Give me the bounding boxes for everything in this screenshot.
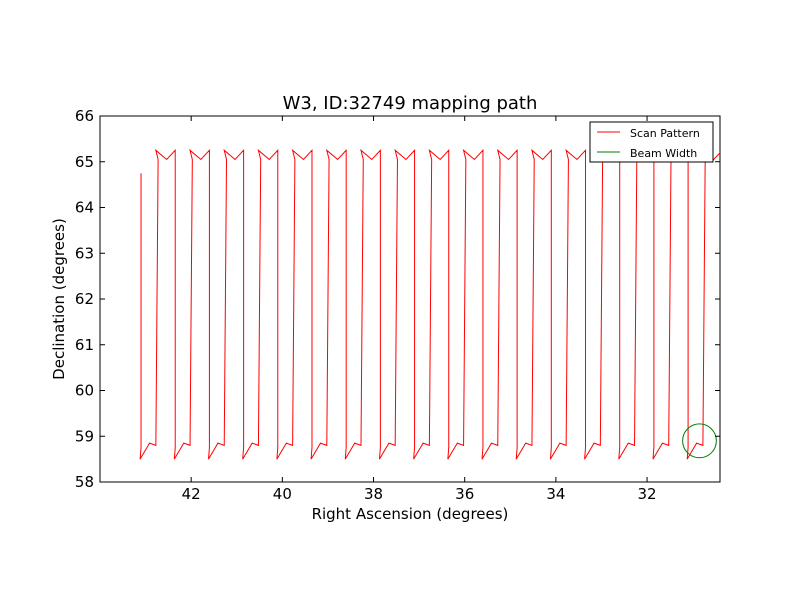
y-tick-label: 62 (75, 290, 94, 308)
x-tick-label: 40 (273, 485, 292, 503)
y-tick-label: 58 (75, 473, 94, 491)
x-tick-label: 36 (455, 485, 474, 503)
legend-beam-width-label: Beam Width (630, 147, 697, 160)
y-axis-label: Declination (degrees) (50, 218, 68, 380)
x-tick-label: 34 (546, 485, 565, 503)
y-tick-label: 59 (75, 427, 94, 445)
y-tick-label: 61 (75, 336, 94, 354)
y-tick-label: 63 (75, 244, 94, 262)
ticks-layer: 42 40 38 36 34 32 58 59 60 61 62 63 64 65 66 (75, 107, 720, 503)
plot-area (99, 115, 721, 483)
x-tick-label: 38 (364, 485, 383, 503)
legend-box (589, 121, 714, 163)
y-tick-label: 65 (75, 153, 94, 171)
x-axis-label: Right Ascension (degrees) (312, 505, 509, 523)
legend-scan-pattern-label: Scan Pattern (630, 127, 700, 140)
y-tick-label: 60 (75, 382, 94, 400)
beam-width-circle (682, 423, 717, 459)
series-layer (139, 148, 720, 460)
y-tick-label: 66 (75, 107, 94, 125)
x-tick-label: 42 (182, 485, 201, 503)
legend: Scan Pattern Beam Width (589, 121, 714, 163)
x-tick-label: 32 (638, 485, 657, 503)
chart-title: W3, ID:32749 mapping path (283, 93, 538, 114)
scan-pattern-line (139, 148, 720, 460)
y-tick-label: 64 (75, 199, 94, 217)
